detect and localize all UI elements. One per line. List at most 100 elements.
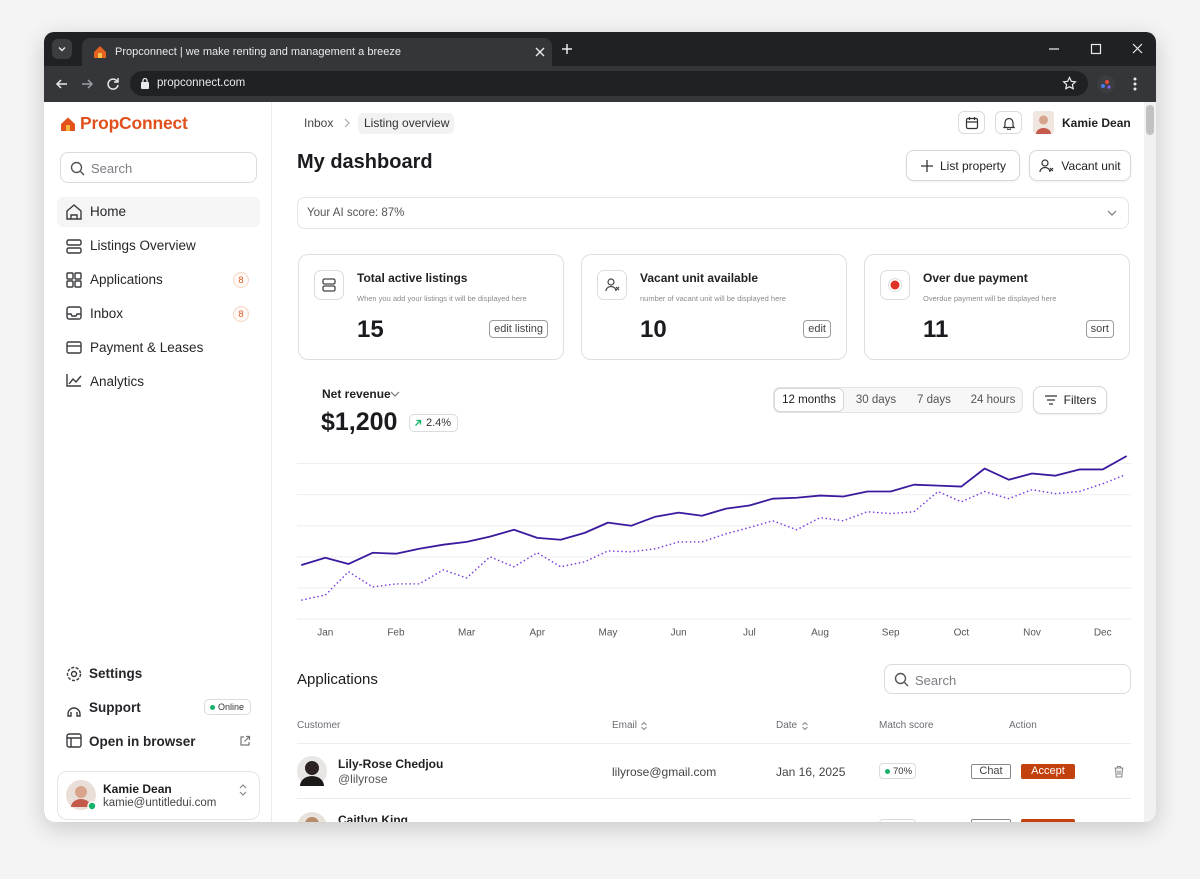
column-header: Customer	[297, 720, 341, 731]
stat-icon	[597, 270, 627, 300]
chat-button[interactable]	[971, 819, 1011, 822]
status-chip: Online	[204, 699, 251, 715]
chevron-down	[1107, 210, 1117, 216]
range-active-bg	[774, 388, 844, 412]
status-text: Online	[218, 702, 245, 712]
nav-item[interactable]: Inbox	[90, 306, 124, 321]
status-dot	[210, 705, 215, 710]
range-option[interactable]: 30 days	[855, 394, 897, 406]
header-user-name[interactable]: Kamie Dean	[1062, 116, 1131, 130]
nav-buttons[interactable]	[54, 76, 124, 92]
nav-item[interactable]: Applications	[90, 272, 163, 287]
customer-name: Caitlyn King	[338, 813, 409, 822]
stat-action[interactable]: sort	[1085, 320, 1114, 338]
nav-badge: 8	[233, 272, 249, 288]
lock-icon	[141, 77, 149, 89]
stat-title: Vacant unit available	[640, 271, 759, 285]
range-option[interactable]: 24 hours	[970, 394, 1016, 406]
bookmark-star[interactable]	[1062, 76, 1077, 91]
stat-action[interactable]: edit	[803, 320, 831, 338]
range-option[interactable]: 12 months	[782, 394, 836, 406]
footer-nav-item[interactable]: Support	[89, 700, 141, 715]
applications-search[interactable]: Search	[884, 664, 1131, 694]
nav-item[interactable]: Analytics	[90, 374, 145, 389]
sidebar-search[interactable]: Search	[60, 152, 257, 183]
user-avatar	[66, 780, 97, 811]
accept-button[interactable]: Accept	[1021, 764, 1075, 779]
breadcrumb[interactable]: Inbox	[304, 116, 334, 130]
x-tick-label: Jan	[317, 628, 333, 639]
stat-description: number of vacant unit will be displayed …	[640, 294, 786, 303]
stat-value: 11	[923, 316, 949, 343]
address-bar[interactable]: propconnect.com	[130, 71, 1088, 96]
revenue-label[interactable]: Net revenue	[322, 387, 391, 401]
active-tab[interactable]: Propconnect | we make renting and manage…	[82, 38, 552, 66]
footer-nav-item[interactable]: Open in browser	[89, 734, 196, 749]
application-date: Jan 16, 2025	[776, 765, 846, 779]
chat-button[interactable]: Chat	[971, 764, 1011, 779]
tab-title: Propconnect | we make renting and manage…	[115, 46, 401, 58]
revenue-change-chip: 2.4%	[409, 414, 458, 432]
customer-avatar	[297, 756, 327, 786]
search-placeholder: Search	[91, 161, 133, 176]
x-tick-label: Jun	[671, 628, 687, 639]
range-option[interactable]: 7 days	[917, 394, 951, 406]
notifications-button[interactable]	[995, 111, 1022, 134]
scrollbar-track	[1144, 102, 1156, 822]
user-x-icon	[1039, 158, 1054, 172]
web-page: PropConnect Search Home Listings Overvie…	[44, 102, 1156, 822]
ai-score-bar[interactable]: Your AI score: 87%	[297, 197, 1129, 229]
arrow-up-right	[415, 419, 422, 426]
ai-score: Your AI score: 87%	[307, 207, 405, 219]
breadcrumb[interactable]: Listing overview	[364, 116, 450, 130]
accept-button[interactable]	[1021, 819, 1075, 822]
stat-icon	[314, 270, 344, 300]
list-property-button[interactable]: List property	[906, 150, 1020, 181]
delete-icon[interactable]	[1113, 765, 1125, 778]
x-tick-label: Apr	[530, 628, 546, 639]
column-header[interactable]: Date	[776, 720, 798, 731]
x-tick-label: May	[599, 628, 618, 639]
calendar-button[interactable]	[958, 111, 985, 134]
x-tick-label: Oct	[954, 628, 970, 639]
column-header[interactable]: Email	[612, 720, 638, 731]
nav-icons	[66, 204, 82, 387]
new-tab[interactable]	[561, 43, 573, 55]
series-line	[301, 473, 1127, 601]
breadcrumb-separator	[344, 118, 350, 128]
bell-icon	[1002, 117, 1016, 130]
scrollbar-thumb[interactable]	[1146, 105, 1154, 135]
nav-item[interactable]: Payment & Leases	[90, 340, 204, 355]
button-label: Filters	[1063, 393, 1097, 407]
user-name: Kamie Dean	[103, 782, 172, 796]
stat-card: Over due payment Overdue payment will be…	[864, 254, 1130, 360]
logo-text: PropConnect	[80, 113, 188, 133]
nav-item[interactable]: Listings Overview	[90, 238, 196, 253]
stat-description: Overdue payment will be displayed here	[923, 294, 1057, 303]
nav-item[interactable]: Home	[90, 204, 127, 219]
footer-icons	[66, 666, 82, 748]
filters-button[interactable]: Filters	[1033, 386, 1107, 414]
toolbar: propconnect.com	[44, 66, 1156, 102]
match-score-chip: 70%	[879, 763, 916, 779]
x-tick-label: Aug	[811, 628, 829, 639]
tab-search-button[interactable]	[52, 39, 72, 59]
button-label: Vacant unit	[1061, 158, 1121, 173]
x-tick-label: Mar	[458, 628, 476, 639]
footer-nav-item[interactable]: Settings	[89, 666, 143, 681]
header-avatar[interactable]	[1033, 111, 1054, 134]
table-divider	[297, 743, 1131, 744]
extensions[interactable]	[1096, 74, 1146, 94]
window-controls[interactable]	[1047, 42, 1147, 56]
stat-action[interactable]: edit listing	[489, 320, 548, 338]
x-tick-label: Jul	[743, 628, 756, 639]
user-card[interactable]: Kamie Dean kamie@untitledui.com	[57, 771, 260, 820]
customer-email: lilyrose@gmail.com	[612, 765, 717, 779]
vacant-unit-button[interactable]: Vacant unit	[1029, 150, 1131, 181]
column-header: Action	[1009, 720, 1037, 731]
section-title: Applications	[297, 671, 378, 688]
x-tick-label: Nov	[1023, 628, 1041, 639]
match-dot	[885, 769, 890, 774]
tab-close[interactable]	[534, 46, 546, 58]
